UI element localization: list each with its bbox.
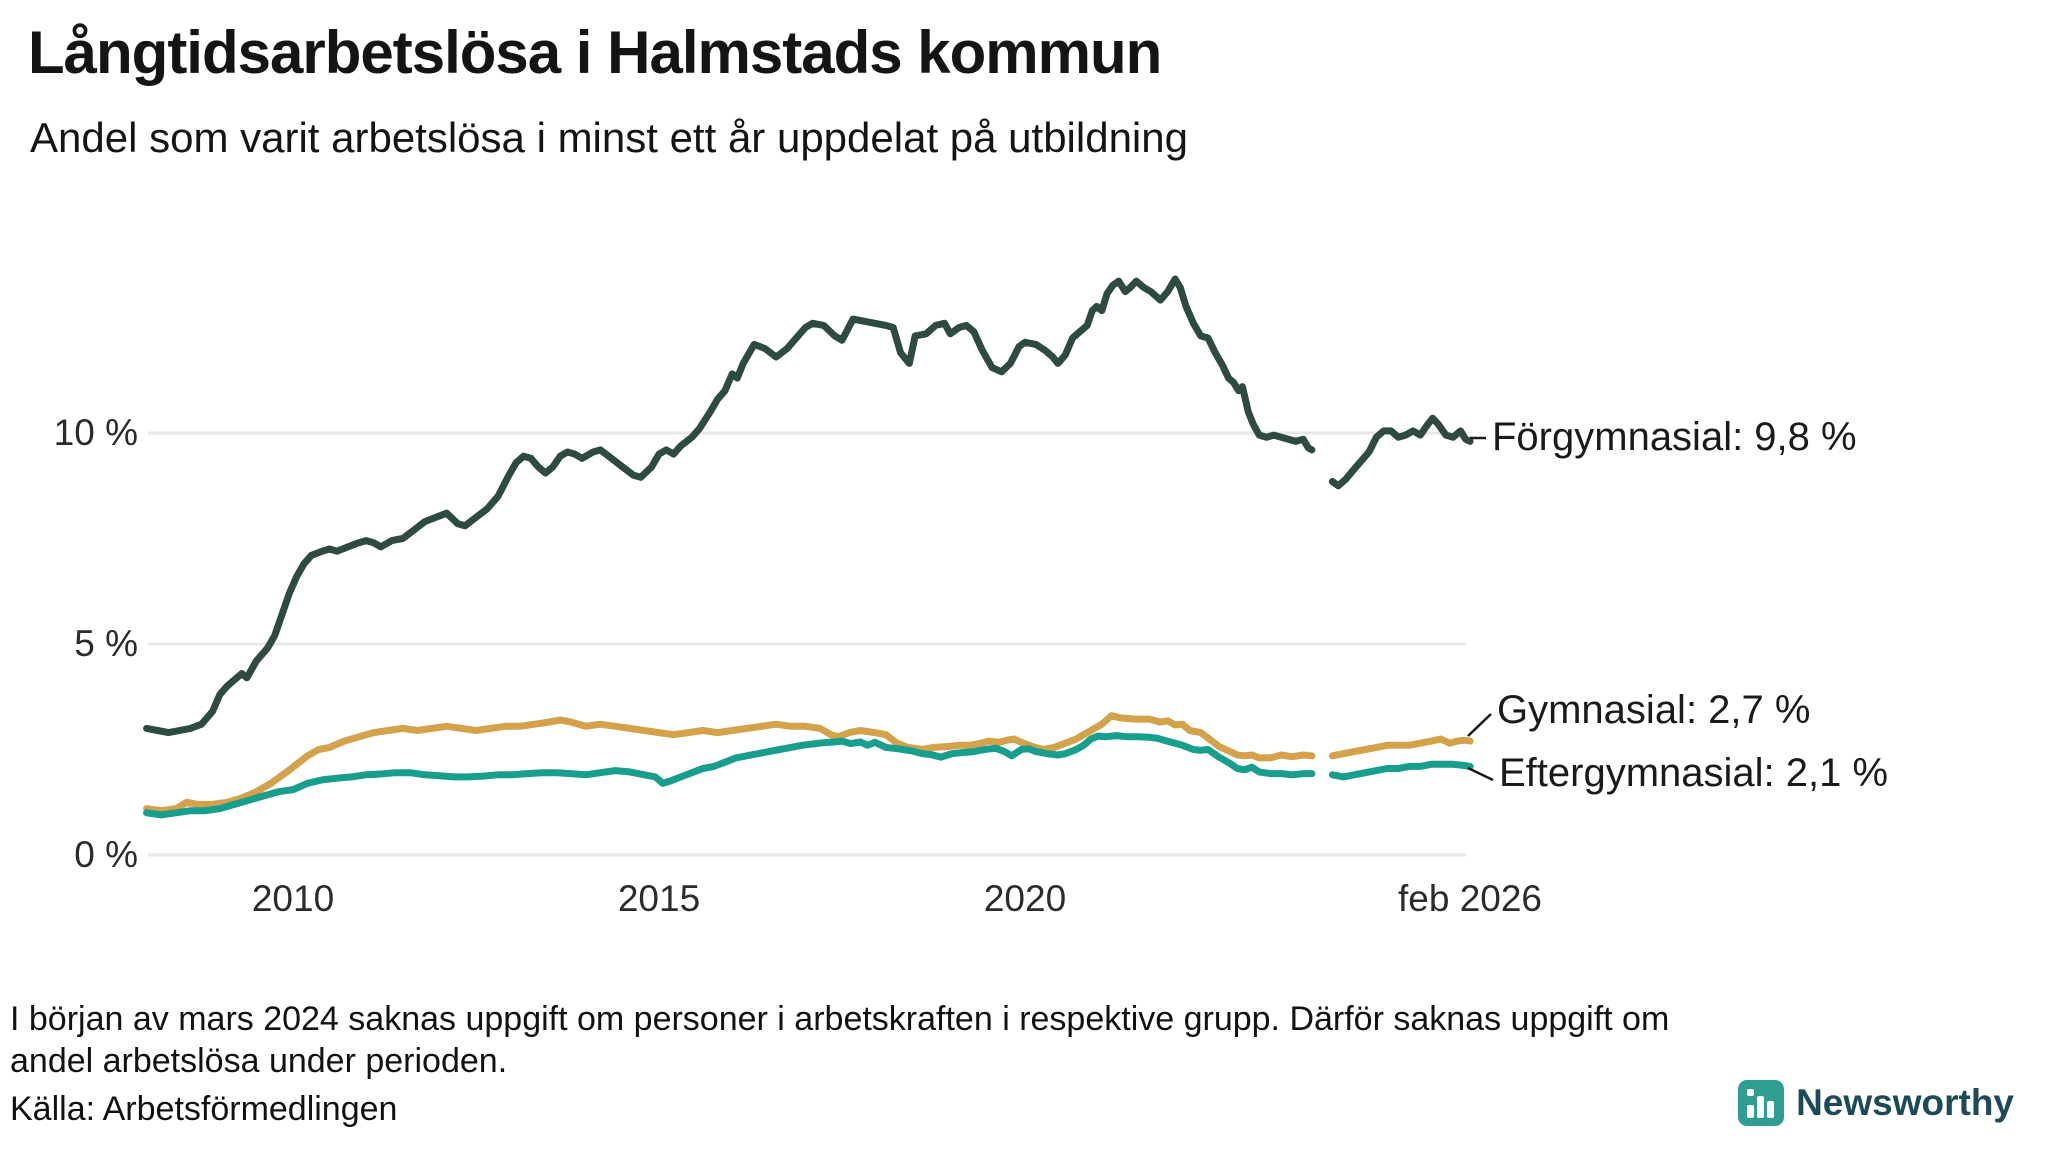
- series-line-eftergymnasial-seg2: [1328, 760, 1474, 781]
- series-line-förgymnasial-seg1: [143, 275, 1316, 737]
- footnote-line-2: andel arbetslösa under perioden.: [10, 1042, 508, 1081]
- series-line-gymnasial-seg2: [1328, 735, 1474, 760]
- x-axis-tick-2015: 2015: [617, 878, 701, 919]
- logo-bar-3: [1767, 1101, 1775, 1118]
- series-line-förgymnasial-seg2: [1328, 414, 1474, 490]
- y-axis-tick-0: 0 %: [74, 834, 138, 875]
- logo-bar-2: [1757, 1096, 1765, 1118]
- series-label-gymnasial: Gymnasial: 2,7 %: [1497, 688, 1811, 732]
- logo-bar-1: [1747, 1105, 1755, 1118]
- source-note: Källa: Arbetsförmedlingen: [10, 1090, 398, 1128]
- series-line-eftergymnasial-seg1: [143, 732, 1316, 819]
- newsworthy-logo-text: Newsworthy: [1796, 1082, 2014, 1123]
- leader-gymnasial: [1467, 713, 1492, 737]
- footnote: I början av mars 2024 saknas uppgift om …: [10, 998, 1970, 1082]
- logo-dot: [1747, 1089, 1755, 1096]
- x-axis-tick-2010: 2010: [251, 878, 335, 919]
- newsworthy-logo[interactable]: Newsworthy: [1738, 1080, 2014, 1126]
- y-axis-tick-10: 10 %: [53, 412, 138, 453]
- page-title: Långtidsarbetslösa i Halmstads kommun: [28, 19, 1162, 86]
- series-label-forgymnasial: Förgymnasial: 9,8 %: [1492, 415, 1857, 459]
- y-axis-tick-5: 5 %: [74, 623, 138, 664]
- series-label-eftergymnasial: Eftergymnasial: 2,1 %: [1499, 751, 1889, 795]
- x-axis-tick-2020: 2020: [983, 878, 1067, 919]
- page-subtitle: Andel som varit arbetslösa i minst ett å…: [30, 114, 1188, 161]
- x-axis-tick-feb-2026: feb 2026: [1397, 878, 1543, 919]
- series-line-gymnasial-seg1: [143, 712, 1316, 815]
- leader-eftergymnasial: [1467, 766, 1494, 782]
- footnote-line-1: I början av mars 2024 saknas uppgift om …: [10, 1000, 1670, 1038]
- newsworthy-barchart-icon: [1738, 1080, 1785, 1126]
